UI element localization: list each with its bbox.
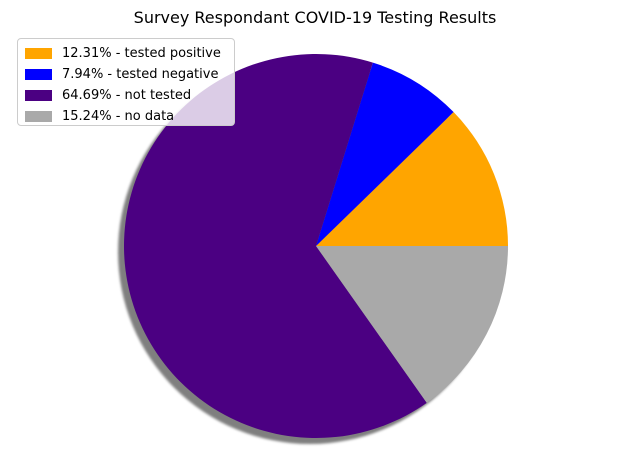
legend-label: 7.94% - tested negative	[62, 67, 219, 82]
legend: 12.31% - tested positive 7.94% - tested n…	[17, 38, 235, 126]
legend-swatch	[25, 90, 52, 101]
pie-slice-1	[316, 62, 454, 247]
legend-label: 15.24% - no data	[62, 109, 175, 124]
legend-entry-1: 7.94% - tested negative	[25, 64, 234, 85]
legend-swatch	[25, 111, 52, 122]
chart-title: Survey Respondant COVID-19 Testing Resul…	[133, 8, 497, 27]
legend-swatch	[25, 69, 52, 80]
legend-swatch	[25, 48, 52, 59]
legend-label: 64.69% - not tested	[62, 88, 192, 103]
pie-slice-3	[316, 246, 508, 403]
legend-label: 12.31% - tested positive	[62, 46, 221, 61]
legend-entry-0: 12.31% - tested positive	[25, 43, 234, 64]
legend-entry-2: 64.69% - not tested	[25, 85, 234, 106]
pie-slice-0	[316, 112, 508, 246]
pie-slice-2	[124, 54, 427, 439]
pie-slices	[124, 54, 508, 439]
legend-entry-3: 15.24% - no data	[25, 106, 234, 127]
